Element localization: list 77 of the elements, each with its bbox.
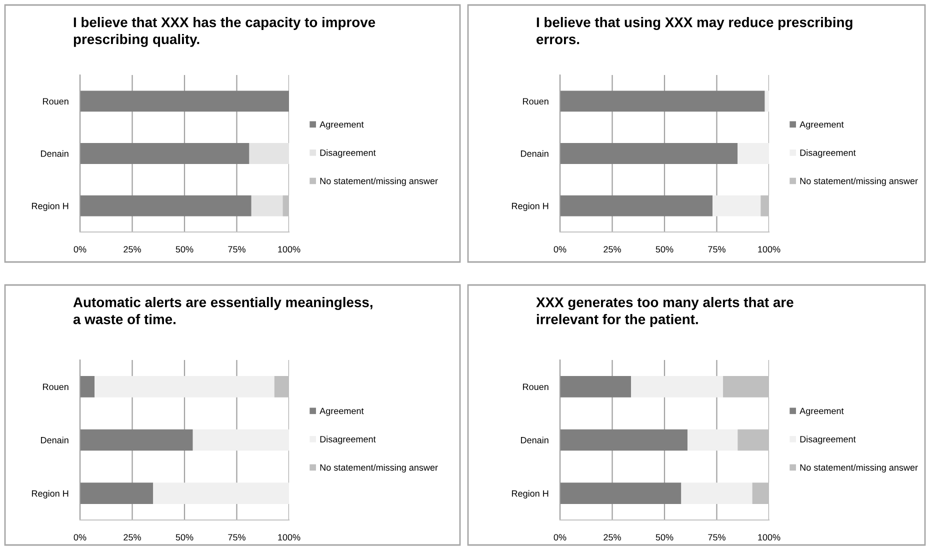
y-tick-label: Region H (32, 202, 68, 211)
bar (249, 143, 289, 164)
bar (560, 429, 688, 451)
y-tick-label: Denain (41, 436, 68, 444)
x-tick-label: 75% (708, 534, 726, 541)
x-tick-label: 25% (604, 246, 621, 253)
x-tick-label: 0% (74, 246, 86, 253)
x-tick-label: 50% (656, 246, 674, 253)
bar (80, 90, 289, 112)
bar (738, 143, 769, 164)
legend-label: Agreement (800, 408, 844, 416)
bar (738, 429, 769, 451)
bar (153, 482, 289, 504)
chart-title: Automatic alerts are essentially meaningless, a waste of time. (73, 297, 372, 324)
y-tick-label: Rouen (523, 98, 548, 105)
bar (251, 195, 283, 216)
bar (282, 195, 289, 216)
x-tick-label: 0% (554, 534, 566, 541)
x-tick-label: 25% (124, 246, 141, 253)
x-tick-label: 0% (74, 534, 86, 541)
bar (723, 376, 769, 398)
legend-label: Agreement (800, 121, 844, 130)
x-tick-label: 50% (656, 534, 674, 541)
bar (712, 195, 761, 216)
bar (192, 429, 289, 451)
y-tick-label: Rouen (43, 98, 68, 105)
bar (560, 90, 765, 112)
legend-label: Disagreement (800, 149, 856, 158)
chart-title: I believe that using XXX may reduce prescribing errors. (536, 17, 852, 44)
x-tick-label: 75% (228, 534, 246, 541)
y-tick-label: Region H (512, 490, 548, 498)
x-tick-label: 100% (278, 246, 300, 253)
x-tick-label: 50% (176, 534, 194, 541)
legend-label: No statement/missing answer (320, 178, 438, 186)
y-tick-label: Denain (521, 150, 548, 157)
bar (80, 429, 193, 451)
x-tick-label: 25% (604, 534, 621, 541)
y-tick-label: Rouen (43, 384, 68, 390)
legend-label: No statement/missing answer (800, 178, 918, 186)
x-tick-label: 75% (708, 246, 726, 253)
chart-title: XXX generates too many alerts that are irrelevant for the patient. (536, 297, 794, 327)
y-tick-label: Denain (41, 150, 68, 157)
x-tick-label: 0% (554, 246, 566, 253)
x-tick-label: 100% (278, 534, 300, 541)
legend-label: Agreement (320, 121, 364, 130)
bar (560, 482, 682, 504)
bar (687, 429, 738, 451)
legend-label: Disagreement (800, 436, 856, 444)
x-tick-label: 100% (758, 246, 780, 253)
y-tick-label: Region H (512, 202, 548, 211)
legend-label: Disagreement (320, 436, 376, 444)
bar (752, 482, 769, 504)
bar (760, 195, 769, 216)
bar (631, 376, 724, 398)
legend-label: No statement/missing answer (320, 464, 438, 472)
x-tick-label: 75% (228, 246, 246, 253)
chart-title: I believe that XXX has the capacity to improve prescribing quality. (74, 17, 376, 47)
x-tick-label: 100% (758, 534, 780, 541)
bar (80, 482, 154, 504)
y-tick-label: Region H (32, 490, 68, 498)
bar (80, 195, 252, 216)
bar (80, 376, 95, 398)
legend-label: Agreement (320, 408, 364, 416)
y-tick-label: Denain (521, 436, 548, 444)
bar (560, 143, 738, 164)
bar (560, 195, 713, 216)
x-tick-label: 50% (176, 246, 194, 253)
legend-label: Disagreement (320, 149, 376, 158)
bar (274, 376, 289, 398)
bar (764, 90, 769, 112)
bar (94, 376, 274, 398)
y-tick-label: Rouen (523, 384, 548, 390)
bar (560, 376, 632, 398)
x-tick-label: 25% (124, 534, 141, 541)
bar (681, 482, 752, 504)
bar (80, 143, 250, 164)
legend-label: No statement/missing answer (800, 464, 918, 472)
